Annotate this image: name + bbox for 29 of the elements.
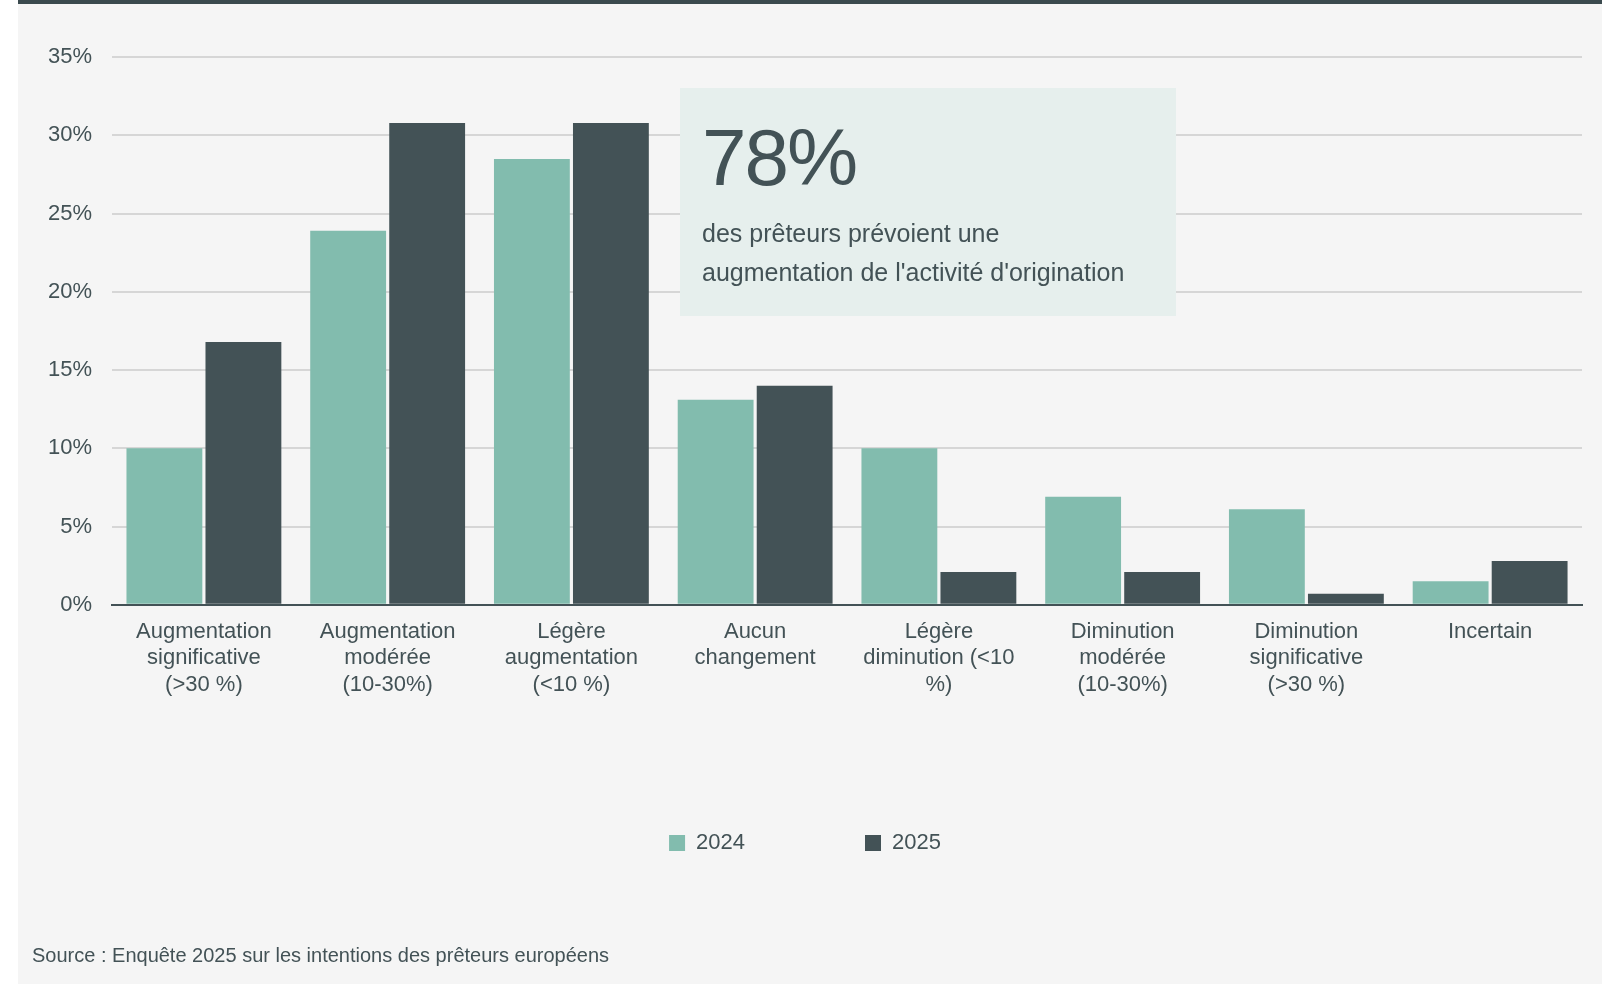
- x-tick-label: Diminution modérée (10-30%): [1070, 618, 1175, 696]
- legend-label: 2024: [696, 829, 746, 855]
- source-note: Source : Enquête 2025 sur les intentions des prêteurs européens: [32, 944, 610, 967]
- legend-label: 2025: [892, 829, 941, 855]
- y-tick-label: 5%: [60, 512, 93, 538]
- y-tick-label: 15%: [47, 356, 93, 382]
- bar: [1045, 496, 1122, 604]
- annotation: des prêteurs prévoient une augmentation de l'activité d'origination: [702, 218, 1126, 288]
- bar: [493, 158, 570, 604]
- bar: [310, 230, 387, 604]
- x-tick-label: Augmentation significative (>30 %): [136, 618, 272, 696]
- y-tick-label: 30%: [47, 121, 93, 147]
- y-tick-label: 35%: [47, 43, 93, 69]
- x-tick-label: Augmentation modérée (10-30%): [319, 618, 456, 696]
- x-tick-label: Aucun changement: [694, 618, 816, 670]
- bar: [677, 399, 754, 604]
- x-tick-label: Légère augmentation (<10 %): [504, 618, 639, 696]
- x-tick-label: Diminution significative (>30 %): [1249, 618, 1364, 696]
- x-tick-label: Incertain: [1447, 618, 1533, 644]
- x-tick-label: Légère diminution (<10 %): [863, 618, 1015, 696]
- annotation: 78%: [702, 113, 858, 202]
- bar: [861, 448, 938, 604]
- y-tick-label: 0%: [60, 590, 93, 616]
- bar: [1412, 581, 1489, 604]
- bar: [1228, 509, 1305, 604]
- y-tick-label: 10%: [47, 434, 93, 460]
- y-tick-label: 25%: [47, 199, 93, 225]
- y-tick-label: 20%: [47, 277, 93, 303]
- bar: [126, 448, 203, 604]
